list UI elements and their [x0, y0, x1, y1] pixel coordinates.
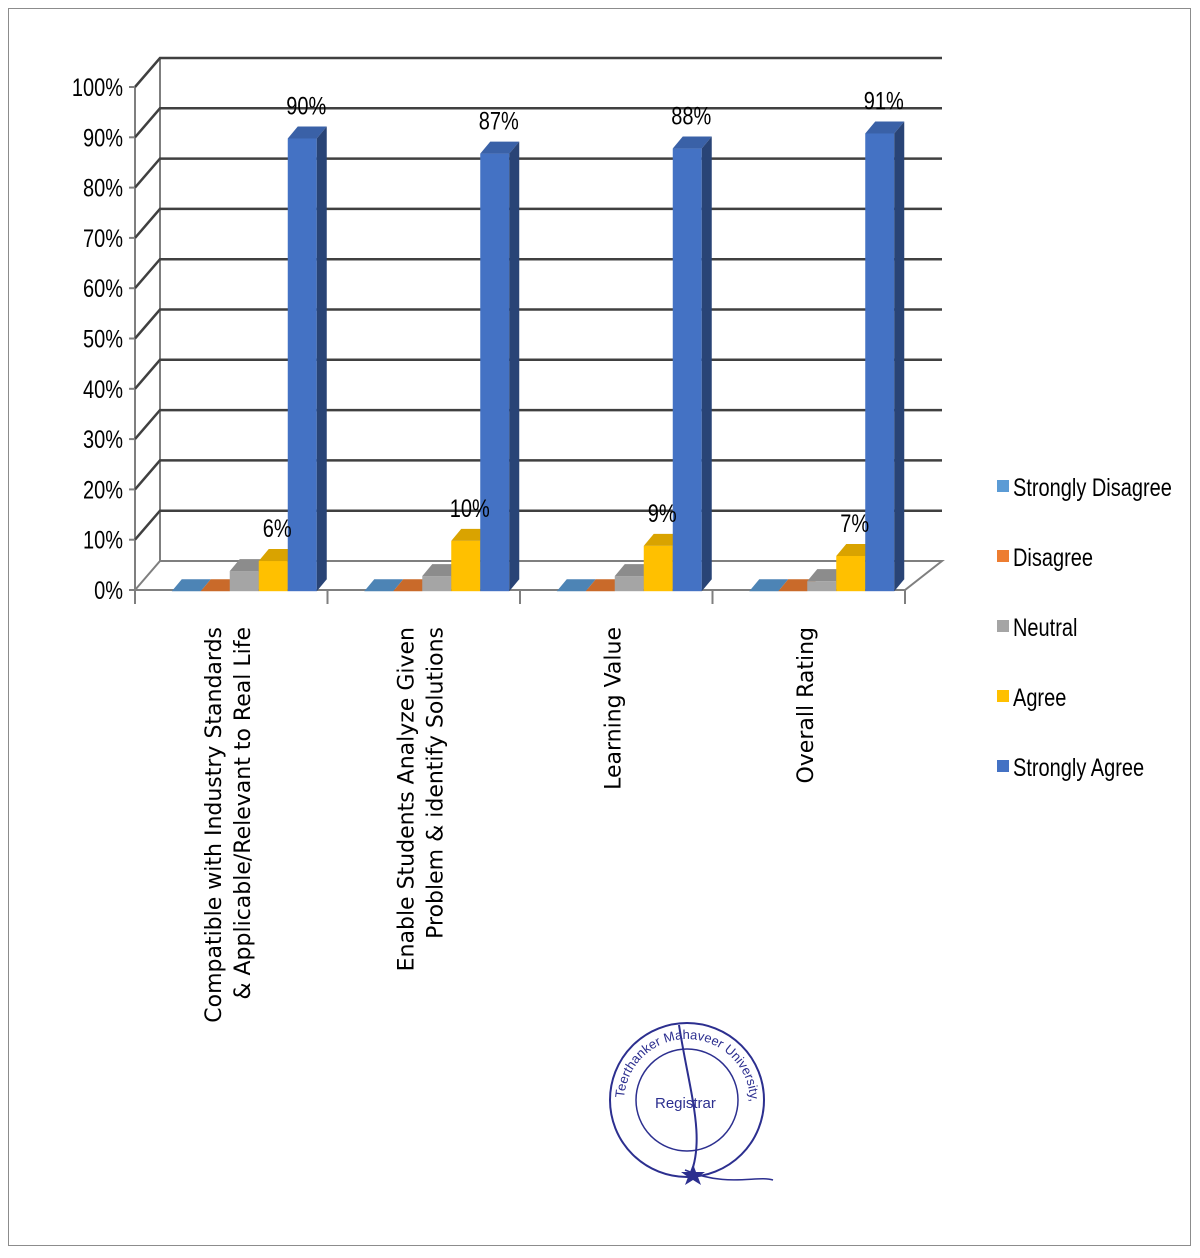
data-label: 87% — [479, 108, 519, 136]
bar-front — [258, 561, 288, 592]
bar-front — [451, 540, 481, 592]
bar-front — [836, 555, 866, 592]
data-label: 9% — [648, 500, 677, 528]
seal-signature-stroke — [678, 1024, 698, 1179]
bar-top — [287, 126, 327, 139]
category-label: Problem & identify Solutions — [423, 627, 448, 939]
y-tick-label: 100% — [72, 74, 123, 102]
legend-swatch — [997, 760, 1009, 772]
legend-label: Agree — [1013, 684, 1066, 712]
y-tick-label: 10% — [83, 527, 123, 555]
seal-inner-ring — [635, 1048, 739, 1152]
category-label: Learning Value — [601, 627, 626, 790]
gridline — [134, 207, 942, 239]
legend-label: Neutral — [1013, 614, 1077, 642]
legend-swatch — [997, 690, 1009, 702]
y-tick-label: 20% — [83, 476, 123, 504]
data-label: 7% — [840, 510, 869, 538]
y-tick-label: 90% — [83, 124, 123, 152]
bar-front — [229, 571, 259, 592]
y-tick-label: 60% — [83, 275, 123, 303]
y-tick-label: 50% — [83, 325, 123, 353]
bar-strongly-disagree — [749, 579, 789, 592]
data-label: 91% — [864, 87, 904, 115]
gridline — [134, 358, 942, 390]
bar-front — [287, 138, 317, 592]
seal-star-icon — [681, 1164, 705, 1185]
gridline — [134, 257, 942, 290]
bar-front — [807, 581, 837, 592]
bar-front — [422, 576, 452, 592]
category-label: Overall Rating — [794, 627, 819, 784]
legend-label: Disagree — [1013, 544, 1093, 572]
bar-side — [509, 141, 520, 592]
legend-label: Strongly Agree — [1013, 754, 1144, 782]
bar-front — [480, 153, 510, 592]
bar-front — [643, 545, 673, 592]
bar-top — [556, 579, 596, 592]
category-label: Enable Students Analyze Given — [394, 627, 419, 971]
data-label: 88% — [671, 102, 711, 130]
gridline — [134, 509, 942, 541]
y-tick-label: 80% — [83, 175, 123, 203]
legend-swatch — [997, 620, 1009, 632]
bar-front — [672, 148, 702, 592]
bar-strongly-agree — [287, 126, 327, 592]
gridline — [134, 408, 942, 440]
bar-top — [171, 579, 211, 592]
bar-strongly-agree — [672, 136, 712, 592]
gridline — [134, 157, 942, 189]
gridline — [134, 459, 942, 491]
bar-top — [480, 141, 520, 154]
bar-side — [701, 136, 712, 592]
data-label: 10% — [450, 495, 490, 523]
bar-front — [865, 133, 895, 592]
data-label: 90% — [286, 92, 326, 120]
bar-top — [749, 579, 789, 592]
gridline — [134, 107, 942, 139]
seal-center-text: Registrar — [655, 1095, 716, 1112]
bar-top — [865, 121, 905, 134]
bar-top — [364, 579, 404, 592]
gridline — [134, 56, 942, 88]
y-tick-label: 0% — [94, 577, 123, 605]
y-tick-label: 70% — [83, 225, 123, 253]
chart-frame — [8, 8, 1191, 1246]
y-tick-label: 40% — [83, 376, 123, 404]
data-label: 6% — [263, 515, 292, 543]
category-label: & Applicable/Relevant to Real Life — [231, 627, 256, 1000]
bar-strongly-disagree — [171, 579, 211, 592]
bar-top — [672, 136, 712, 149]
bar-strongly-disagree — [556, 579, 596, 592]
bar-strongly-disagree — [364, 579, 404, 592]
legend-label: Strongly Disagree — [1013, 474, 1172, 502]
category-label: Compatible with Industry Standards — [202, 627, 227, 1023]
legend-swatch — [997, 550, 1009, 562]
bar-side — [894, 121, 905, 592]
seal-outer-ring — [609, 1022, 765, 1178]
legend-swatch — [997, 480, 1009, 492]
bar-front — [614, 576, 644, 592]
gridline — [134, 308, 942, 340]
bar-strongly-agree — [480, 141, 520, 592]
y-tick-label: 30% — [83, 426, 123, 454]
bar-strongly-agree — [865, 121, 905, 592]
bar-side — [316, 126, 327, 592]
